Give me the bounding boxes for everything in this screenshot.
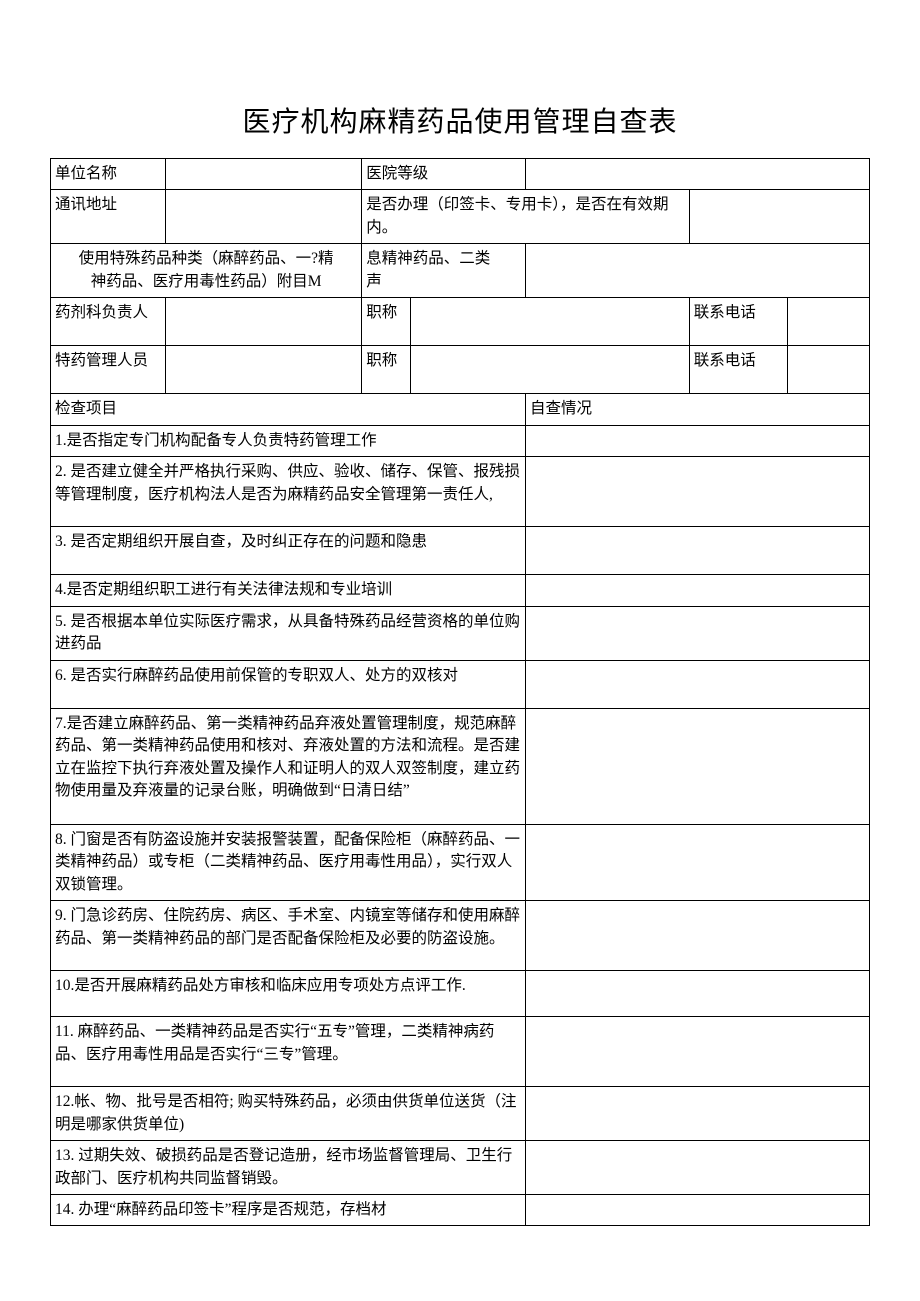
status-cell[interactable] <box>525 457 869 527</box>
table-row: 12.帐、物、批号是否相符; 购买特殊药品，必须由供货单位送货（注明是哪家供货单… <box>51 1087 870 1141</box>
check-item-text: 11. 麻醉药品、一类精神药品是否实行“五专”管理，二类精神病药品、医疗用毒性用… <box>51 1017 526 1087</box>
address-value[interactable] <box>165 190 362 244</box>
table-row: 4.是否定期组织职工进行有关法律法规和专业培训 <box>51 575 870 606</box>
status-cell[interactable] <box>525 971 869 1017</box>
table-row: 10.是否开展麻精药品处方审核和临床应用专项处方点评工作. <box>51 971 870 1017</box>
address-label: 通讯地址 <box>51 190 166 244</box>
status-cell[interactable] <box>525 1017 869 1087</box>
status-header: 自查情况 <box>525 394 869 425</box>
drug-type-label-left: 使用特殊药品种类（麻醉药品、一?精 神药品、医疗用毒性药品）附目M <box>51 244 362 298</box>
check-item-text: 7.是否建立麻醉药品、第一类精神药品弃液处置管理制度，规范麻醉药品、第一类精神药… <box>51 708 526 824</box>
table-row: 5. 是否根据本单位实际医疗需求，从具备特殊药品经营资格的单位购进药品 <box>51 606 870 660</box>
table-row: 13. 过期失效、破损药品是否登记造册，经市场监督管理局、卫生行政部门、医疗机构… <box>51 1141 870 1195</box>
status-cell[interactable] <box>525 824 869 900</box>
table-row: 6. 是否实行麻醉药品使用前保管的专职双人、处方的双核对 <box>51 660 870 708</box>
check-item-text: 4.是否定期组织职工进行有关法律法规和专业培训 <box>51 575 526 606</box>
phone-value-1[interactable] <box>788 298 870 346</box>
check-item-text: 2. 是否建立健全并严格执行采购、供应、验收、储存、保管、报残损等管理制度，医疗… <box>51 457 526 527</box>
status-cell[interactable] <box>525 575 869 606</box>
table-row: 8. 门窗是否有防盗设施并安装报警装置，配备保险柜（麻醉药品、一类精神药品）或专… <box>51 824 870 900</box>
form-table: 单位名称 医院等级 通讯地址 是否办理（印签卡、专用卡），是否在有效期内。 使用… <box>50 158 870 1226</box>
hospital-level-label: 医院等级 <box>362 159 526 190</box>
check-item-text: 3. 是否定期组织开展自查，及时纠正存在的问题和隐患 <box>51 527 526 575</box>
status-cell[interactable] <box>525 660 869 708</box>
special-mgr-label: 特药管理人员 <box>51 346 166 394</box>
drug-type-value[interactable] <box>525 244 869 298</box>
drug-type-label-right: 息精神药品、二类 声 <box>362 244 526 298</box>
status-cell[interactable] <box>525 425 869 456</box>
status-cell[interactable] <box>525 606 869 660</box>
check-item-text: 14. 办理“麻醉药品印签卡”程序是否规范，存档材 <box>51 1194 526 1225</box>
card-handling-label: 是否办理（印签卡、专用卡），是否在有效期内。 <box>362 190 690 244</box>
status-cell[interactable] <box>525 1194 869 1225</box>
table-row: 3. 是否定期组织开展自查，及时纠正存在的问题和隐患 <box>51 527 870 575</box>
check-item-text: 13. 过期失效、破损药品是否登记造册，经市场监督管理局、卫生行政部门、医疗机构… <box>51 1141 526 1195</box>
table-row: 11. 麻醉药品、一类精神药品是否实行“五专”管理，二类精神病药品、医疗用毒性用… <box>51 1017 870 1087</box>
title-label-1: 职称 <box>362 298 411 346</box>
check-item-header: 检查项目 <box>51 394 526 425</box>
special-mgr-value[interactable] <box>165 346 362 394</box>
status-cell[interactable] <box>525 527 869 575</box>
check-item-text: 6. 是否实行麻醉药品使用前保管的专职双人、处方的双核对 <box>51 660 526 708</box>
status-cell[interactable] <box>525 1141 869 1195</box>
title-value-1[interactable] <box>411 298 689 346</box>
page-title: 医疗机构麻精药品使用管理自查表 <box>50 100 870 140</box>
table-row: 2. 是否建立健全并严格执行采购、供应、验收、储存、保管、报残损等管理制度，医疗… <box>51 457 870 527</box>
table-row: 14. 办理“麻醉药品印签卡”程序是否规范，存档材 <box>51 1194 870 1225</box>
check-item-text: 9. 门急诊药房、住院药房、病区、手术室、内镜室等储存和使用麻醉药品、第一类精神… <box>51 901 526 971</box>
check-item-text: 10.是否开展麻精药品处方审核和临床应用专项处方点评工作. <box>51 971 526 1017</box>
unit-name-value[interactable] <box>165 159 362 190</box>
phone-value-2[interactable] <box>788 346 870 394</box>
hospital-level-value[interactable] <box>525 159 869 190</box>
table-row: 9. 门急诊药房、住院药房、病区、手术室、内镜室等储存和使用麻醉药品、第一类精神… <box>51 901 870 971</box>
title-label-2: 职称 <box>362 346 411 394</box>
status-cell[interactable] <box>525 901 869 971</box>
check-item-text: 1.是否指定专门机构配备专人负责特药管理工作 <box>51 425 526 456</box>
status-cell[interactable] <box>525 708 869 824</box>
unit-name-label: 单位名称 <box>51 159 166 190</box>
title-value-2[interactable] <box>411 346 689 394</box>
check-item-text: 12.帐、物、批号是否相符; 购买特殊药品，必须由供货单位送货（注明是哪家供货单… <box>51 1087 526 1141</box>
status-cell[interactable] <box>525 1087 869 1141</box>
table-row: 1.是否指定专门机构配备专人负责特药管理工作 <box>51 425 870 456</box>
card-handling-value[interactable] <box>689 190 869 244</box>
phone-label-2: 联系电话 <box>689 346 787 394</box>
pharmacy-head-value[interactable] <box>165 298 362 346</box>
pharmacy-head-label: 药剂科负责人 <box>51 298 166 346</box>
check-item-text: 8. 门窗是否有防盗设施并安装报警装置，配备保险柜（麻醉药品、一类精神药品）或专… <box>51 824 526 900</box>
table-row: 7.是否建立麻醉药品、第一类精神药品弃液处置管理制度，规范麻醉药品、第一类精神药… <box>51 708 870 824</box>
check-item-text: 5. 是否根据本单位实际医疗需求，从具备特殊药品经营资格的单位购进药品 <box>51 606 526 660</box>
phone-label-1: 联系电话 <box>689 298 787 346</box>
